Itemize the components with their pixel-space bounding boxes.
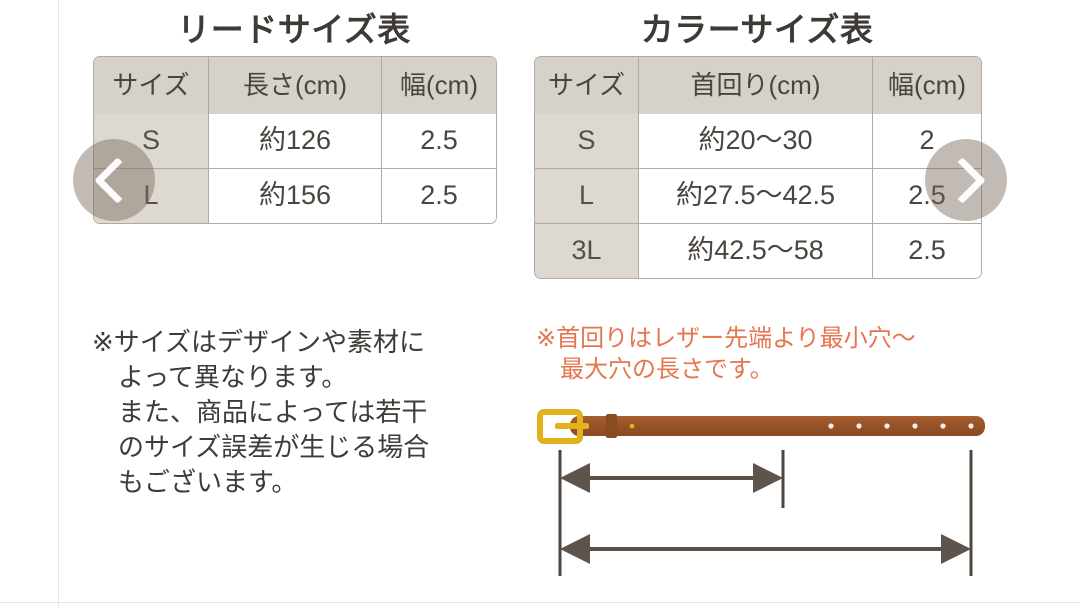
min-hole-length-arrow — [560, 463, 783, 493]
column-header-neck-girth: 首回り(cm) — [639, 57, 873, 114]
table-row: L 約156 2.5 — [94, 169, 496, 223]
collar-size-table-title: カラーサイズ表 — [640, 11, 874, 48]
buckle-icon — [537, 409, 589, 444]
cell-size: S — [94, 114, 209, 169]
carousel-next-button[interactable] — [925, 139, 1007, 221]
cell-size: L — [94, 169, 209, 223]
note-line-2: よって異なります。 — [118, 362, 348, 392]
carousel-prev-button[interactable] — [73, 139, 155, 221]
collar-measurement-diagram — [528, 404, 998, 594]
lead-size-table: サイズ 長さ(cm) 幅(cm) S 約126 2.5 L 約156 2.5 — [93, 56, 497, 224]
table-header-row: サイズ 長さ(cm) 幅(cm) — [94, 57, 496, 114]
collar-size-panel: カラーサイズ表 サイズ 首回り(cm) 幅(cm) S 約20〜30 2 L 約… — [534, 8, 982, 279]
cell-width: 2.5 — [382, 114, 496, 169]
cell-width: 2.5 — [382, 169, 496, 223]
column-header-width: 幅(cm) — [873, 57, 981, 114]
column-header-size: サイズ — [535, 57, 639, 114]
table-row: 3L 約42.5〜58 2.5 — [535, 224, 981, 278]
table-header-row: サイズ 首回り(cm) 幅(cm) — [535, 57, 981, 114]
column-header-length: 長さ(cm) — [209, 57, 382, 114]
table-row: L 約27.5〜42.5 2.5 — [535, 169, 981, 224]
cell-neck-girth: 約20〜30 — [639, 114, 873, 169]
cell-size: S — [535, 114, 639, 169]
cell-width: 2.5 — [873, 224, 981, 278]
note-line-3: また、商品によっては若干 — [118, 397, 428, 427]
neck-girth-note: ※首回りはレザー先端より最小穴〜 最大穴の長さです。 — [536, 323, 976, 385]
table-row: S 約20〜30 2 — [535, 114, 981, 169]
cell-size: 3L — [535, 224, 639, 278]
size-disclaimer-note: ※サイズはデザインや素材に よって異なります。 また、商品によっては若干 のサイ… — [92, 325, 512, 500]
cell-length: 約126 — [209, 114, 382, 169]
collar-strap — [570, 414, 985, 438]
lead-size-table-title: リードサイズ表 — [177, 11, 411, 48]
collar-size-table: サイズ 首回り(cm) 幅(cm) S 約20〜30 2 L 約27.5〜42.… — [534, 56, 982, 279]
measurement-guides — [558, 450, 973, 576]
column-header-width: 幅(cm) — [382, 57, 496, 114]
table-row: S 約126 2.5 — [94, 114, 496, 169]
page-divider-left — [58, 0, 59, 608]
lead-size-panel: リードサイズ表 サイズ 長さ(cm) 幅(cm) S 約126 2.5 L 約1… — [93, 8, 497, 224]
chevron-left-icon — [94, 156, 141, 204]
cell-width: 2.5 — [873, 169, 981, 224]
note-line-5: もございます。 — [118, 467, 298, 497]
chevron-right-icon — [939, 156, 986, 204]
note-line-2: 最大穴の長さです。 — [560, 356, 774, 383]
collar-holes — [828, 423, 974, 429]
cell-width: 2 — [873, 114, 981, 169]
note-line-1: ※首回りはレザー先端より最小穴〜 — [536, 325, 916, 352]
cell-neck-girth: 約42.5〜58 — [639, 224, 873, 278]
cell-size: L — [535, 169, 639, 224]
column-header-size: サイズ — [94, 57, 209, 114]
page-divider-bottom — [0, 602, 1080, 603]
note-line-1: ※サイズはデザインや素材に — [92, 327, 426, 357]
cell-neck-girth: 約27.5〜42.5 — [639, 169, 873, 224]
cell-length: 約156 — [209, 169, 382, 223]
max-hole-length-arrow — [560, 534, 971, 564]
note-line-4: のサイズ誤差が生じる場合 — [118, 432, 430, 462]
